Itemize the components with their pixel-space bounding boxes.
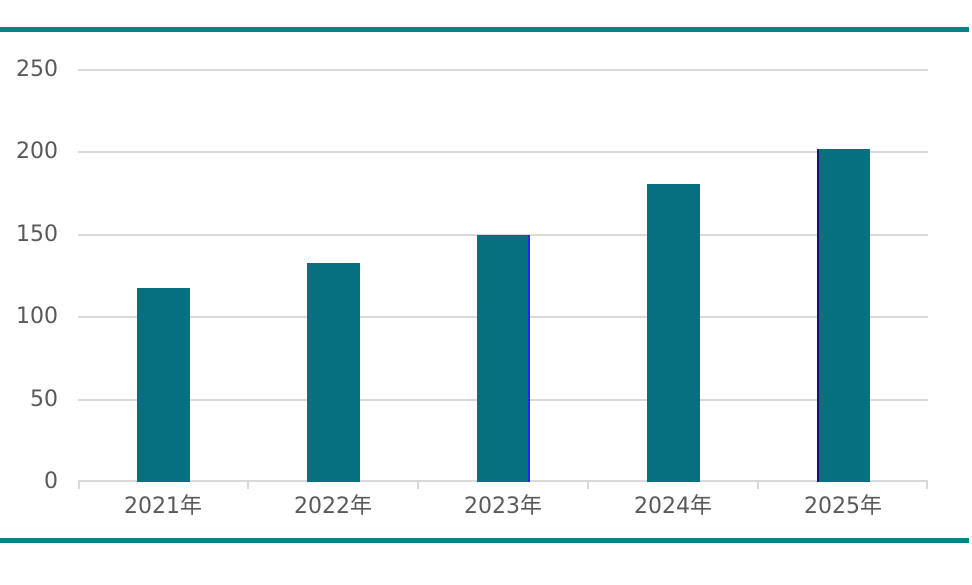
y-tick-label: 100 [16, 304, 58, 330]
gridline [78, 233, 928, 236]
x-axis-category-labels: 2021年 2022年 2023年 2024年 2025年 [78, 493, 928, 521]
x-category-label: 2022年 [294, 494, 372, 519]
bar [476, 234, 530, 482]
y-tick-label: 250 [16, 57, 58, 82]
bottom-divider-rule [0, 538, 969, 543]
y-tick-label: 150 [16, 221, 58, 247]
y-axis-tick-labels: 0 50 100 150 200 250 [0, 0, 60, 585]
x-category-label: 2023年 [464, 494, 542, 519]
gridline [78, 151, 928, 154]
bar-edge-artifact [527, 234, 530, 482]
bar [136, 287, 190, 482]
axis-tick [757, 480, 759, 489]
axis-tick [587, 480, 589, 489]
axis-tick [247, 480, 249, 489]
top-divider-rule [0, 27, 969, 32]
axis-tick [417, 480, 419, 489]
axis-tick [78, 480, 80, 489]
x-category-label: 2021年 [124, 494, 202, 519]
bar [646, 183, 700, 482]
bar [816, 149, 870, 482]
axis-tick [926, 480, 928, 489]
plot-area [78, 69, 928, 489]
y-tick-label: 0 [44, 469, 58, 494]
bar [306, 262, 360, 482]
y-tick-label: 50 [30, 386, 58, 412]
bar-edge-artifact [816, 149, 819, 482]
x-category-label: 2024年 [634, 494, 712, 519]
x-category-label: 2025年 [804, 494, 882, 519]
y-tick-label: 200 [16, 139, 58, 165]
gridline [78, 69, 928, 71]
